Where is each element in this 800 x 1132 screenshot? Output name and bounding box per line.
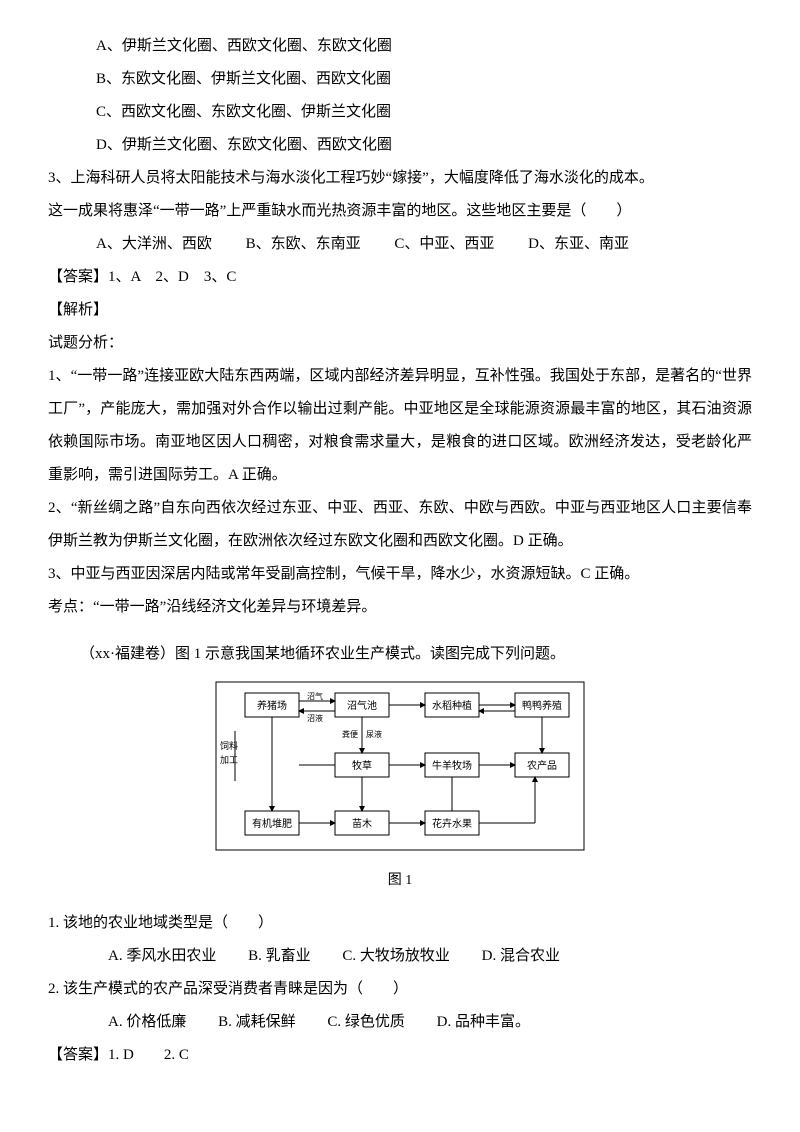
node-pig: 养猪场 — [257, 699, 287, 712]
q3-option-d: D、东亚、南亚 — [528, 236, 629, 252]
analysis-1: 1、“一带一路”连接亚欧大陆东西两端，区域内部经济差异明显，互补性强。我国处于东… — [48, 360, 752, 492]
q2-option-c: C、西欧文化圈、东欧文化圈、伊斯兰文化圈 — [48, 96, 752, 129]
fj-q2-stem: 2. 该生产模式的农产品深受消费者青睐是因为（ ） — [48, 973, 752, 1006]
node-rice: 水稻种植 — [432, 699, 472, 712]
fj-q2-b: B. 减耗保鲜 — [218, 1014, 296, 1030]
node-duck: 鸭鸭养殖 — [522, 699, 562, 712]
fujian-intro: （xx·福建卷）图 1 示意我国某地循环农业生产模式。读图完成下列问题。 — [48, 638, 752, 671]
q2-option-d: D、伊斯兰文化圈、东欧文化圈、西欧文化圈 — [48, 129, 752, 162]
fj-q2-c: C. 绿色优质 — [327, 1014, 405, 1030]
q3-option-a: A、大洋洲、西欧 — [96, 236, 212, 252]
node-grass: 牧草 — [352, 759, 372, 772]
fj-answer: 【答案】1. D 2. C — [48, 1039, 752, 1072]
analysis-title: 【解析】 — [48, 294, 752, 327]
q2-option-b: B、东欧文化圈、伊斯兰文化圈、西欧文化圈 — [48, 63, 752, 96]
diagram-container: 养猪场 沼气池 水稻种植 鸭鸭养殖 牧草 牛羊牧场 农产品 有机堆肥 苗木 花卉… — [48, 681, 752, 897]
q3-stem-line1: 3、上海科研人员将太阳能技术与海水淡化工程巧妙“嫁接”，大幅度降低了海水淡化的成… — [48, 162, 752, 195]
fj-q2-options: A. 价格低廉 B. 减耗保鲜 C. 绿色优质 D. 品种丰富。 — [48, 1006, 752, 1039]
node-product: 农产品 — [527, 759, 557, 772]
fj-q2-a: A. 价格低廉 — [108, 1014, 186, 1030]
q3-option-c: C、中亚、西亚 — [394, 236, 494, 252]
answers: 【答案】1、A 2、D 3、C — [48, 261, 752, 294]
q2-option-a: A、伊斯兰文化圈、西欧文化圈、东欧文化圈 — [48, 30, 752, 63]
fj-q1-stem: 1. 该地的农业地域类型是（ ） — [48, 907, 752, 940]
q3-option-b: B、东欧、东南亚 — [246, 236, 361, 252]
analysis-subtitle: 试题分析： — [48, 327, 752, 360]
node-seedling: 苗木 — [352, 818, 372, 830]
label-midbot: 沼液 — [307, 713, 323, 723]
node-fertilizer: 有机堆肥 — [252, 817, 292, 830]
fj-q1-c: C. 大牧场放牧业 — [342, 948, 450, 964]
label-midtop: 沼气 — [307, 691, 323, 701]
fj-q1-b: B. 乳畜业 — [248, 948, 311, 964]
fj-q1-options: A. 季风水田农业 B. 乳畜业 C. 大牧场放牧业 D. 混合农业 — [48, 940, 752, 973]
node-biogas: 沼气池 — [347, 699, 377, 712]
analysis-2: 2、“新丝绸之路”自东向西依次经过东亚、中亚、西亚、东欧、中欧与西欧。中亚与西亚… — [48, 492, 752, 558]
fj-q1-a: A. 季风水田农业 — [108, 948, 216, 964]
fj-q1-d: D. 混合农业 — [482, 948, 560, 964]
analysis-3: 3、中亚与西亚因深居内陆或常年受副高控制，气候干旱，降水少，水资源短缺。C 正确… — [48, 558, 752, 591]
flowchart-diagram: 养猪场 沼气池 水稻种植 鸭鸭养殖 牧草 牛羊牧场 农产品 有机堆肥 苗木 花卉… — [215, 681, 585, 851]
node-beef: 牛羊牧场 — [432, 759, 472, 772]
fj-q2-d: D. 品种丰富。 — [437, 1014, 530, 1030]
diagram-caption: 图 1 — [215, 866, 585, 897]
q3-options: A、大洋洲、西欧 B、东欧、东南亚 C、中亚、西亚 D、东亚、南亚 — [48, 228, 752, 261]
node-flower: 花卉水果 — [432, 817, 472, 830]
q3-stem-line2: 这一成果将惠泽“一带一路”上严重缺水而光热资源丰富的地区。这些地区主要是（ ） — [48, 195, 752, 228]
kaodian: 考点：“一带一路”沿线经济文化差异与环境差异。 — [48, 591, 752, 624]
